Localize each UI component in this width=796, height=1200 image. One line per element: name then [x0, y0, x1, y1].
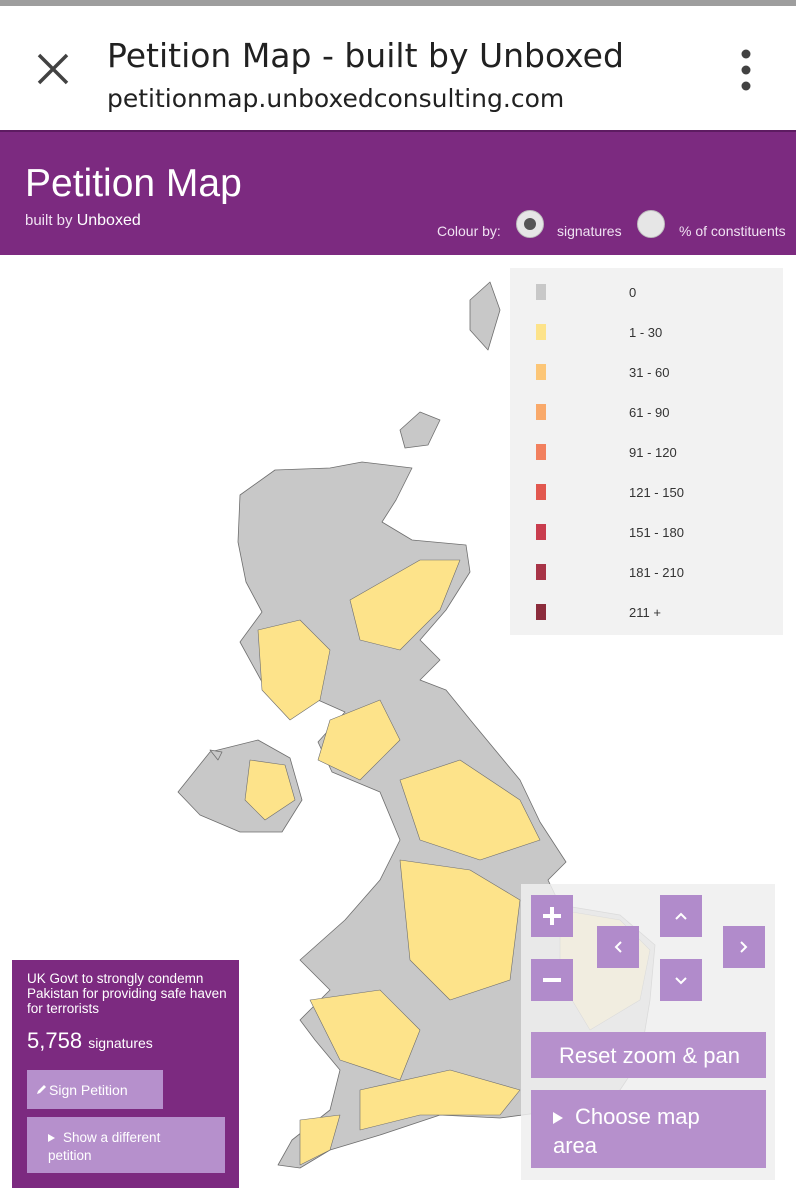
- legend-swatch: [536, 604, 546, 620]
- legend-label: 121 - 150: [629, 485, 684, 500]
- brand: Unboxed: [76, 212, 141, 229]
- pencil-icon: [37, 1085, 46, 1094]
- region-highlight: [317, 699, 401, 781]
- choose-label: Choose map area: [553, 1104, 700, 1158]
- region-highlight: [399, 859, 521, 1001]
- legend-swatch: [536, 524, 546, 540]
- choose-area-button[interactable]: Choose map area: [531, 1090, 766, 1168]
- legend-label: 151 - 180: [629, 525, 684, 540]
- close-button[interactable]: [36, 52, 70, 86]
- site-title: Petition Map: [25, 162, 242, 205]
- legend-swatch: [536, 484, 546, 500]
- legend-label: 211 +: [629, 605, 661, 620]
- other-label: Show a different petition: [48, 1130, 161, 1163]
- pan-down-button[interactable]: [660, 959, 702, 1001]
- legend-label: 91 - 120: [629, 445, 677, 460]
- site-header: Petition Map built by Unboxed Colour by:…: [0, 130, 796, 255]
- triangle-icon: [48, 1134, 55, 1142]
- region-highlight: [299, 1114, 341, 1166]
- islands: [209, 281, 501, 761]
- status-strip: [0, 0, 796, 6]
- browser-bar: Petition Map - built by Unboxed petition…: [0, 6, 796, 130]
- subtitle-text: built by: [25, 212, 73, 229]
- menu-button[interactable]: [736, 48, 756, 92]
- region-highlight: [244, 759, 296, 821]
- sign-label: Sign Petition: [49, 1082, 128, 1098]
- legend-swatch: [536, 324, 546, 340]
- legend-swatch: [536, 444, 546, 460]
- page-url: petitionmap.unboxedconsulting.com: [107, 84, 565, 113]
- region-highlight: [257, 619, 331, 721]
- legend-label: 181 - 210: [629, 565, 684, 580]
- region-highlight: [359, 1069, 521, 1131]
- zoom-in-button[interactable]: [531, 895, 573, 937]
- legend-label: 0: [629, 285, 637, 300]
- region-highlight: [349, 559, 461, 651]
- signature-count: 5,758 signatures: [27, 1028, 153, 1054]
- sign-button[interactable]: Sign Petition: [27, 1070, 163, 1109]
- pan-left-button[interactable]: [597, 926, 639, 968]
- legend-swatch: [536, 284, 546, 300]
- legend-label: 31 - 60: [629, 365, 670, 380]
- reset-button[interactable]: Reset zoom & pan: [531, 1032, 766, 1078]
- site-subtitle: built by Unboxed: [25, 212, 141, 230]
- legend-swatch: [536, 564, 546, 580]
- legend-swatch: [536, 364, 546, 380]
- pan-up-button[interactable]: [660, 895, 702, 937]
- region-highlight: [309, 989, 421, 1081]
- legend-swatch: [536, 404, 546, 420]
- page-title: Petition Map - built by Unboxed: [107, 36, 624, 75]
- region-highlight: [399, 759, 541, 861]
- pan-right-button[interactable]: [723, 926, 765, 968]
- count: 5,758: [27, 1028, 83, 1053]
- triangle-icon: [553, 1112, 563, 1124]
- radio-percent[interactable]: [637, 210, 665, 238]
- option-label: % of constituents: [679, 223, 786, 239]
- petition-panel: UK Govt to strongly condemn Pakistan for…: [12, 960, 239, 1188]
- legend: 0 1 - 30 31 - 60 61 - 90 91 - 120 121 - 150 15…: [510, 268, 783, 635]
- legend-label: 1 - 30: [629, 325, 663, 340]
- map-controls: Reset zoom & pan Choose map area: [521, 884, 775, 1180]
- legend-label: 61 - 90: [629, 405, 670, 420]
- option-label: signatures: [557, 223, 622, 239]
- radio-signatures[interactable]: [516, 210, 544, 238]
- petition-title: UK Govt to strongly condemn Pakistan for…: [27, 971, 227, 1016]
- zoom-out-button[interactable]: [531, 959, 573, 1001]
- colour-by-label: Colour by:: [437, 223, 501, 239]
- other-petition-button[interactable]: Show a different petition: [27, 1117, 225, 1173]
- count-unit: signatures: [88, 1035, 153, 1051]
